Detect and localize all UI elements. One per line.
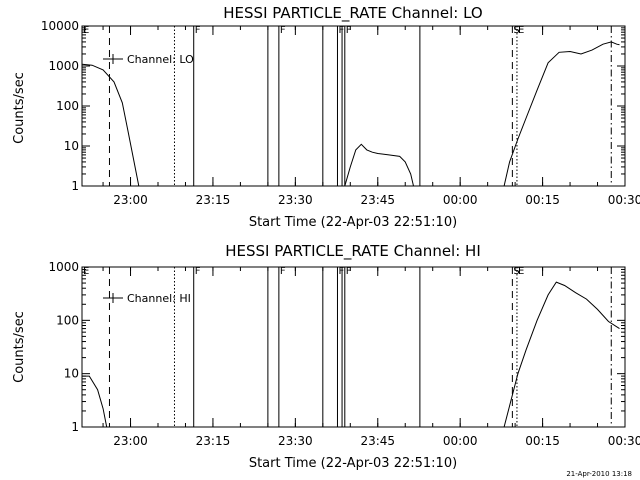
x-tick-label-1: 23:15 [196, 193, 231, 207]
tick-group: 1 10 100 1000 10000 23:00 23:15 23:30 23:45 00:00… [41, 19, 640, 207]
x-tick-label-6: 00:30 [608, 193, 640, 207]
series-line-segment-0-1 [344, 143, 414, 187]
series-group [81, 41, 620, 187]
plot-frame [81, 266, 626, 428]
legend: Channel: HI [103, 292, 191, 305]
x-tick-label-5: 00:15 [525, 193, 560, 207]
marker-flag-3: F [195, 266, 201, 277]
footer-timestamp: 21-Apr-2010 13:18 [566, 470, 632, 478]
x-tick-label-1: 23:15 [196, 434, 231, 448]
marker-flag-12: E [518, 266, 524, 277]
chart-title: HESSI PARTICLE_RATE Channel: LO [223, 4, 482, 23]
x-tick-label-3: 23:45 [360, 434, 395, 448]
series-line-segment-0-2 [503, 41, 620, 187]
y-tick-label-2: 100 [56, 99, 79, 113]
marker-flag-7: F [338, 25, 344, 36]
y-tick-label-1: 10 [64, 367, 79, 381]
series-line-segment-0-1 [503, 281, 620, 428]
x-tick-label-3: 23:45 [360, 193, 395, 207]
marker-flag-3: F [195, 25, 201, 36]
y-tick-label-0: 1 [71, 420, 79, 434]
series-group [82, 281, 620, 428]
plot-frame [81, 25, 626, 187]
marker-flag-9: F [346, 25, 352, 36]
legend: Channel: LO [103, 53, 194, 66]
panel-lo: HESSI PARTICLE_RATE Channel: LO Counts/s… [12, 4, 640, 230]
marker-flag-7: F [338, 266, 344, 277]
marker-flag-5: F [280, 25, 286, 36]
x-tick-label-0: 23:00 [113, 193, 148, 207]
y-axis-label: Counts/sec [12, 72, 27, 144]
event-markers: EFFFFSE [81, 25, 612, 186]
y-tick-label-2: 100 [56, 313, 79, 327]
chart-title: HESSI PARTICLE_RATE Channel: HI [225, 242, 481, 261]
y-tick-label-4: 10000 [41, 19, 79, 33]
marker-flag-9: F [346, 266, 352, 277]
x-axis-label: Start Time (22-Apr-03 22:51:10) [249, 215, 457, 230]
x-tick-label-6: 00:30 [608, 434, 640, 448]
marker-flag-12: E [518, 25, 524, 36]
legend-label: Channel: LO [127, 53, 194, 66]
series-line-segment-0-0 [82, 375, 108, 428]
marker-flag-0: E [83, 25, 89, 36]
panel-hi: HESSI PARTICLE_RATE Channel: HI Counts/s… [12, 242, 640, 471]
x-axis-label: Start Time (22-Apr-03 22:51:10) [249, 456, 457, 471]
y-axis-label: Counts/sec [12, 311, 27, 383]
x-tick-label-5: 00:15 [525, 434, 560, 448]
x-tick-label-4: 00:00 [443, 193, 478, 207]
x-tick-label-2: 23:30 [278, 434, 313, 448]
series-line-segment-0-0 [81, 63, 140, 187]
y-tick-label-3: 1000 [48, 59, 79, 73]
y-tick-label-0: 1 [71, 179, 79, 193]
x-tick-label-0: 23:00 [113, 434, 148, 448]
y-tick-label-1: 10 [64, 139, 79, 153]
x-tick-label-2: 23:30 [278, 193, 313, 207]
legend-label: Channel: HI [127, 292, 191, 305]
x-tick-label-4: 00:00 [443, 434, 478, 448]
marker-flag-5: F [280, 266, 286, 277]
marker-flag-0: E [83, 266, 89, 277]
y-tick-label-3: 1000 [48, 260, 79, 274]
